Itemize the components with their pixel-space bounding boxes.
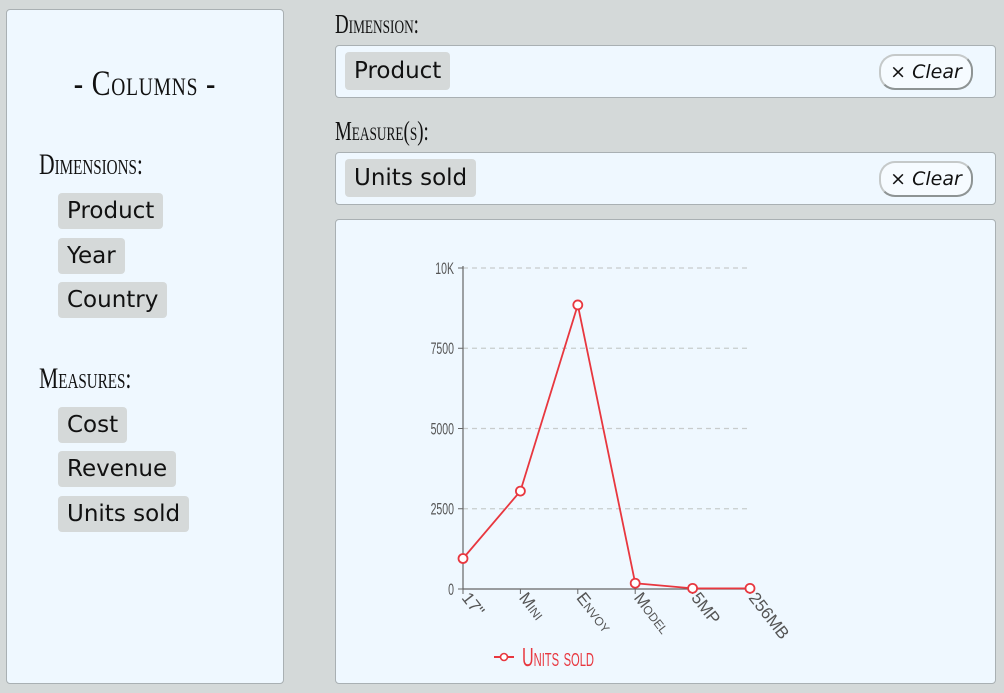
x-tick-label: 17" [458, 589, 488, 620]
line-chart: 0 2500 5000 7500 10K 17" Mini Envoy Model 5MP 256M… [431, 258, 793, 672]
measures-heading: Measures: [39, 362, 132, 395]
data-point [687, 582, 699, 594]
measure-dropzone[interactable]: Units sold × Clear [335, 152, 996, 205]
dimension-label: Dimension: [335, 9, 419, 39]
columns-title: - Columns - [73, 63, 217, 103]
x-tick-label: Mini [515, 589, 548, 624]
y-tick-label: 7500 [431, 339, 455, 358]
y-tick-label: 10K [435, 258, 454, 277]
legend-label: Units sold [522, 642, 594, 672]
measure-label: Measure(s): [335, 116, 429, 146]
chart-panel: 0 2500 5000 7500 10K 17" Mini Envoy Model 5MP 256M… [335, 219, 996, 684]
series-line [462, 304, 750, 590]
y-tick-label: 5000 [431, 419, 455, 438]
clear-measure-button[interactable]: × Clear [879, 161, 973, 197]
data-point [629, 577, 641, 589]
x-tick-label: Model [630, 589, 674, 638]
y-tick-label: 0 [448, 579, 454, 598]
columns-panel: - Columns - Dimensions: Product Year Cou… [6, 9, 284, 684]
data-point [457, 553, 469, 564]
x-tick-label: Envoy [573, 589, 616, 636]
data-point [572, 299, 584, 311]
selected-measure-chip[interactable]: Units sold [345, 159, 477, 197]
dimension-chip-product[interactable]: Product [58, 193, 164, 229]
measure-chip-cost[interactable]: Cost [58, 407, 128, 443]
dimension-chip-country[interactable]: Country [58, 282, 168, 318]
measure-chip-units-sold[interactable]: Units sold [58, 496, 190, 532]
selected-dimension-chip[interactable]: Product [345, 52, 451, 90]
dimension-chip-year[interactable]: Year [58, 238, 125, 274]
x-tick-label: 5MP [687, 589, 724, 628]
legend-swatch-marker [499, 652, 509, 662]
dimension-dropzone[interactable]: Product × Clear [335, 45, 996, 98]
x-tick-label: 256MB [745, 589, 793, 643]
measure-chip-revenue[interactable]: Revenue [58, 451, 177, 487]
data-point [744, 582, 756, 594]
dimensions-heading: Dimensions: [39, 148, 143, 181]
clear-dimension-button[interactable]: × Clear [879, 54, 973, 90]
data-point [514, 485, 526, 497]
y-tick-label: 2500 [431, 499, 455, 518]
